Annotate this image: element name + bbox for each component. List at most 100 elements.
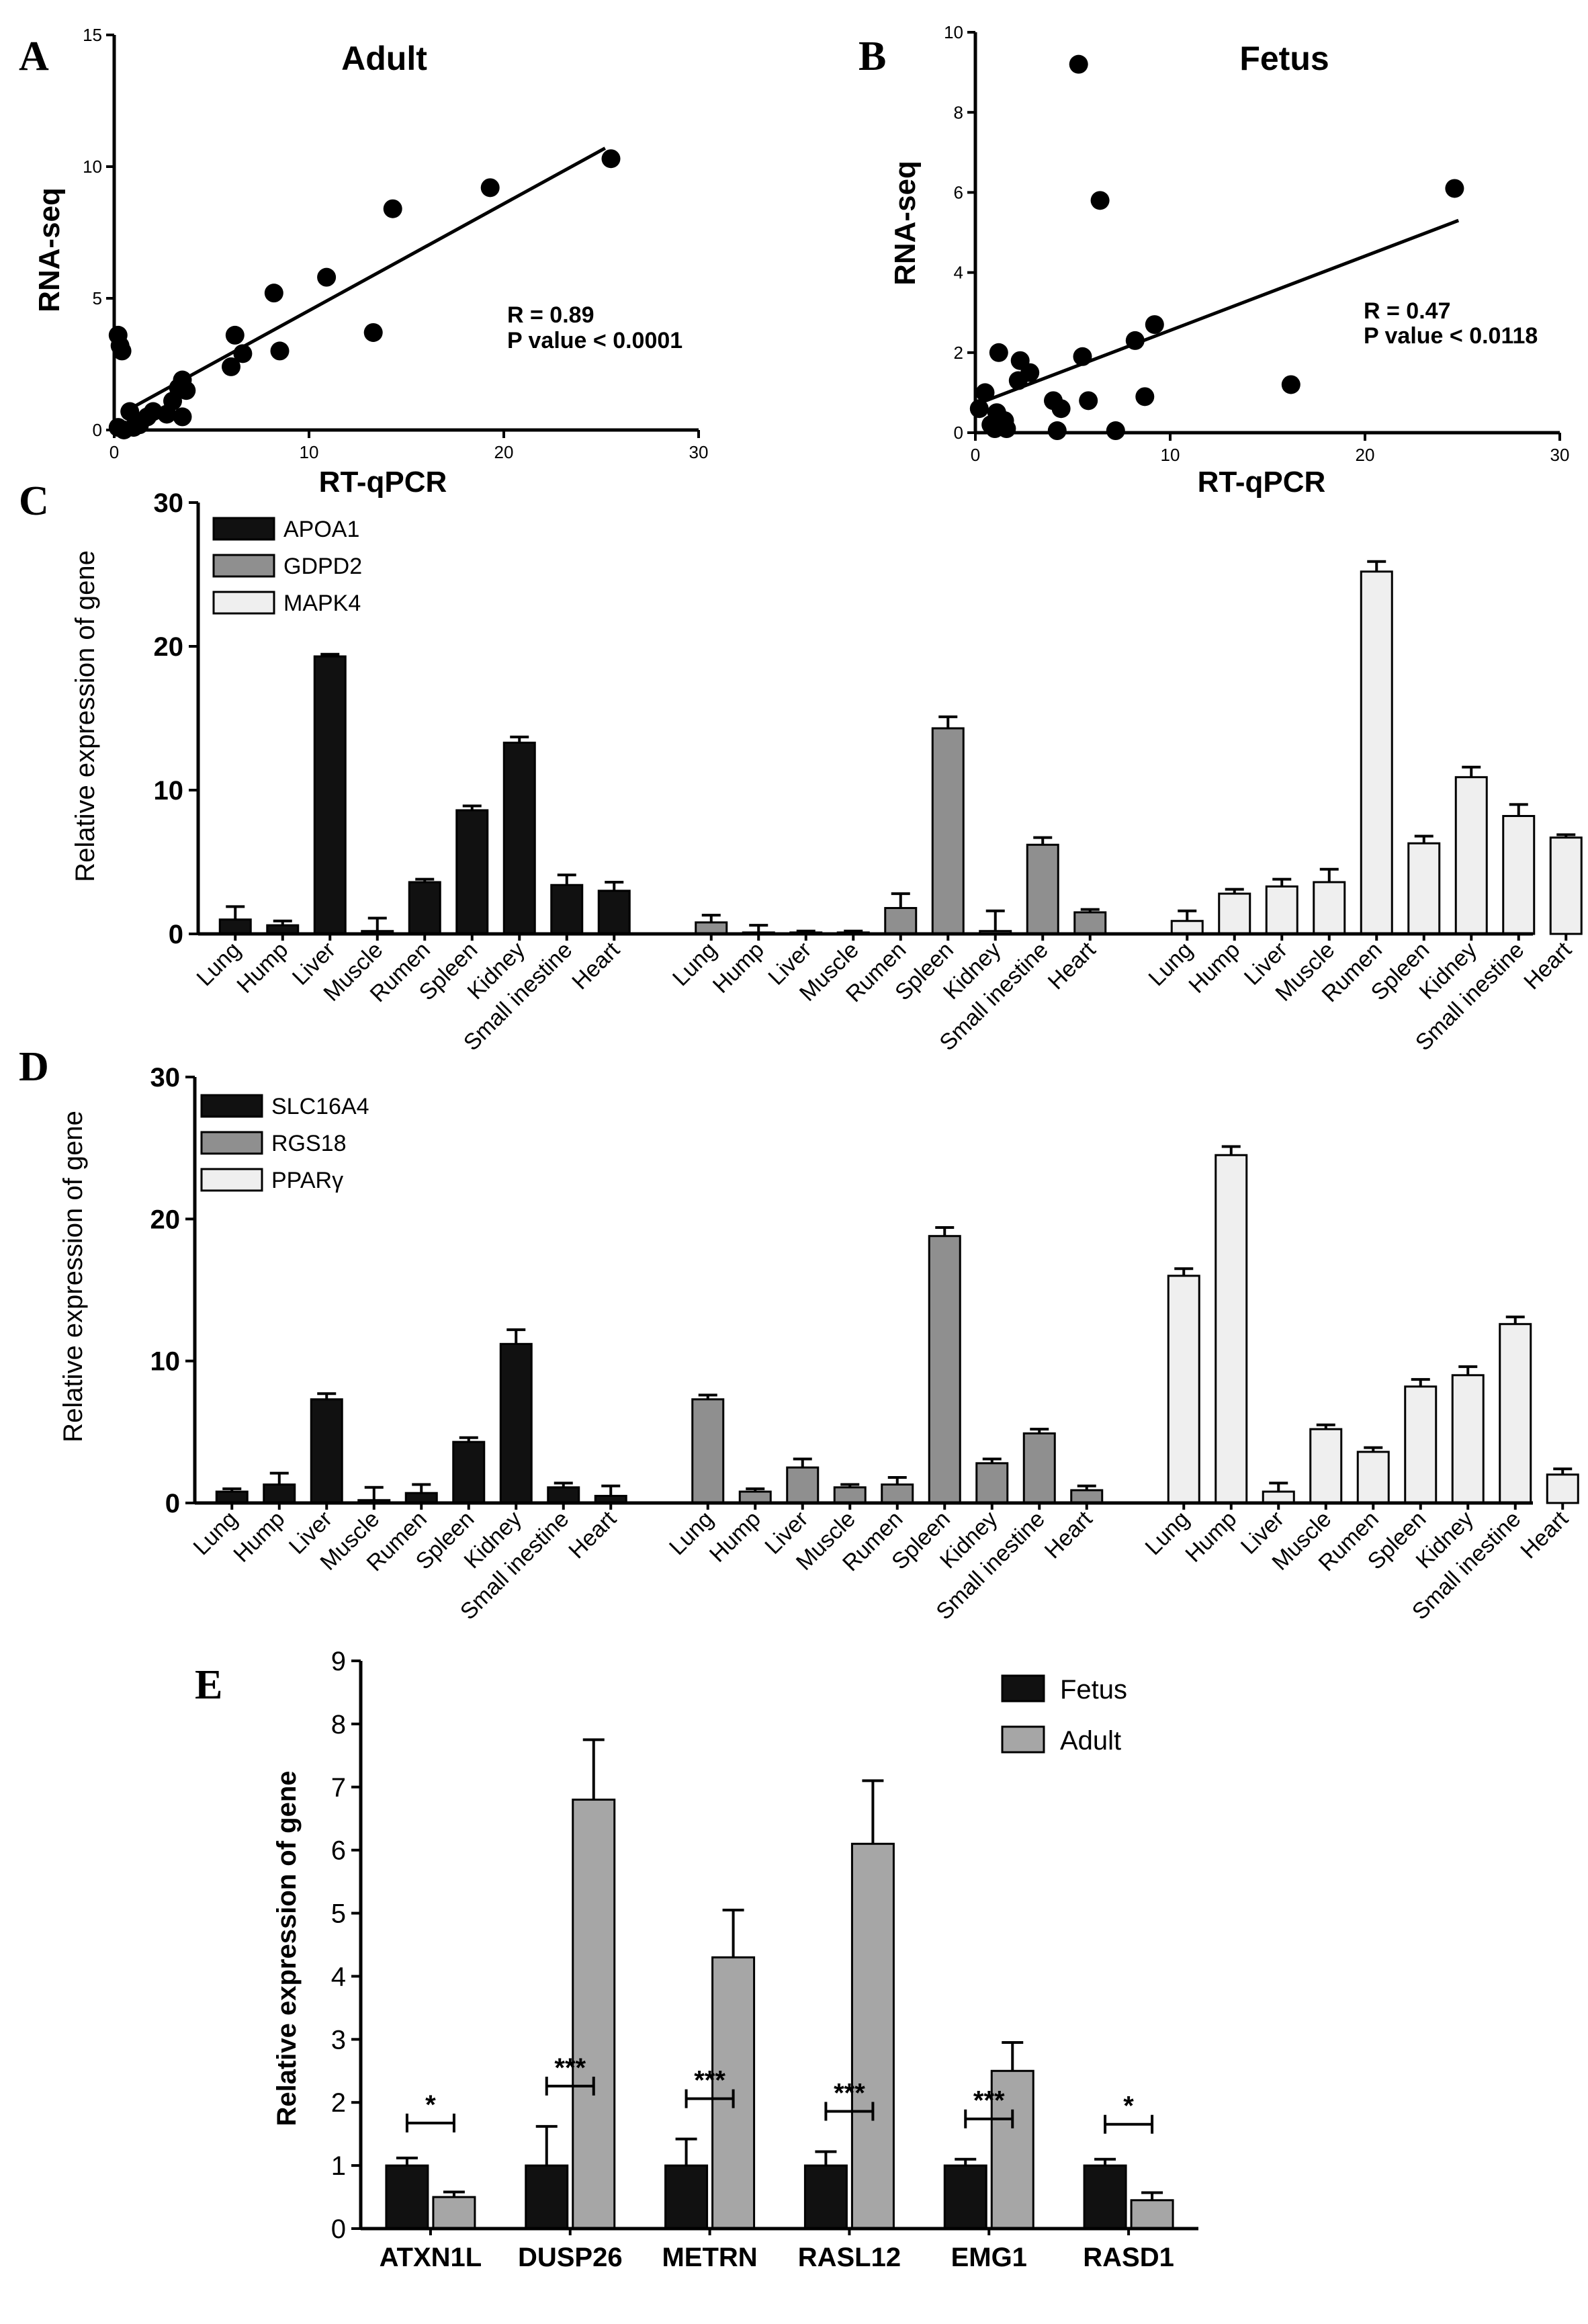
data-point [270,341,290,361]
bar-ppar--muscle [1309,1428,1343,1504]
legend-swatch-apoa1 [212,517,275,541]
data-point [1090,191,1110,210]
y-tick-label: 0 [93,420,102,440]
x-tick-label: Hump [705,1506,766,1567]
legend-label-slc16a4: SLC16A4 [271,1094,369,1119]
bar-apoa1-heart [597,890,631,935]
y-tick-label: 5 [93,288,102,308]
significance-marker: * [425,2090,436,2120]
bar-rgs18-liver [786,1466,820,1504]
x-tick-label: 30 [689,442,709,462]
x-tick-label: 10 [1161,445,1180,465]
bar-mapk4-hump [1218,892,1251,935]
bar-gdpd2-lung [695,921,728,935]
x-tick-label: Hump [1184,937,1245,998]
significance-marker: *** [554,2053,586,2083]
data-point [1069,54,1088,74]
legend-label-fetus: Fetus [1060,1675,1127,1705]
panel-label-B: B [858,34,886,79]
significance-marker: *** [694,2066,725,2096]
bar-fetus-emg1 [943,2164,987,2230]
panel-label-C: C [19,478,49,524]
panel-a-title: Adult [341,40,427,77]
bar-adult-dusp26 [572,1799,616,2230]
bar-ppar--small-inestine [1499,1323,1532,1504]
bar-mapk4-rumen [1360,570,1393,935]
legend-label-gdpd2: GDPD2 [283,554,362,579]
data-point [601,149,621,169]
bar-gdpd2-rumen [884,906,918,935]
regression-line [128,146,607,411]
y-tick-label: 0 [954,423,963,443]
panel-b-title: Fetus [1239,40,1329,77]
y-tick-label: 2 [331,2088,346,2118]
regression-line [975,218,1460,406]
x-tick-label: RASL12 [798,2243,901,2272]
data-point [177,381,196,400]
x-tick-label: METRN [662,2243,757,2272]
y-tick-label: 4 [331,1962,346,1991]
data-point [1106,421,1125,441]
panel-c-y-axis-label: Relative expression of gene [71,550,100,882]
panel-e-y-axis-label: Relative expression of gene [272,1770,302,2126]
bar-mapk4-small-inestine [1502,815,1536,935]
data-point [363,322,383,342]
panel-label-A: A [19,34,49,79]
x-tick-label: Heart [1043,937,1101,994]
y-tick-label: 6 [331,1836,346,1866]
bar-apoa1-spleen [455,809,489,935]
bar-adult-rasd1 [1130,2199,1174,2230]
panel-a-annotation-r: R = 0.89 [507,302,594,328]
bar-panel-e: Relative expression of gene Fetus Adult * A… [272,1647,1198,2272]
y-tick-label: 10 [150,1347,181,1377]
x-tick-label: 0 [971,445,980,465]
bar-ppar--heart [1546,1473,1579,1504]
bar-adult-atxn1l [432,2196,476,2230]
y-tick-label: 0 [169,920,183,949]
bar-slc16a4-hump [263,1483,296,1504]
x-tick-label: DUSP26 [518,2243,623,2272]
bar-mapk4-lung [1170,920,1204,935]
y-tick-label: 30 [150,1063,181,1092]
x-tick-label: 0 [109,442,119,462]
y-tick-label: 7 [331,1773,346,1803]
data-point [112,341,132,361]
bar-fetus-rasd1 [1083,2164,1127,2230]
y-tick-label: 20 [154,632,184,662]
bar-adult-rasl12 [850,1842,895,2230]
x-tick-label: Hump [708,937,769,998]
y-tick-label: 4 [954,263,963,283]
data-point [969,399,989,419]
x-tick-label: Heart [1040,1506,1098,1563]
bar-ppar--spleen [1404,1385,1438,1504]
data-point [1145,315,1164,335]
bar-ppar--hump [1215,1154,1248,1504]
legend-label-rgs18: RGS18 [271,1131,347,1156]
y-tick-label: 3 [331,2025,346,2055]
bar-apoa1-kidney [502,741,536,935]
data-point [975,383,995,402]
bar-slc16a4-spleen [452,1440,486,1504]
panel-b-y-axis-label: RNA-seq [889,161,922,286]
panel-label-D: D [19,1044,49,1090]
legend-swatch-rgs18 [200,1131,263,1155]
legend-swatch-slc16a4 [200,1094,263,1118]
bar-rgs18-rumen [881,1483,914,1504]
data-point [233,344,253,363]
data-point [989,343,1008,362]
x-tick-label: Heart [1519,937,1577,994]
data-point [1135,387,1155,406]
data-point [1047,421,1067,441]
panel-a-y-axis-label: RNA-seq [33,187,66,312]
x-tick-label: 30 [1550,445,1570,465]
bar-mapk4-spleen [1407,842,1441,935]
legend-swatch-ppar- [200,1168,263,1192]
bar-rgs18-lung [691,1398,725,1504]
bar-gdpd2-heart [1073,911,1107,935]
bar-mapk4-liver [1265,885,1298,935]
y-tick-label: 8 [331,1710,346,1739]
y-tick-label: 0 [331,2214,346,2244]
bar-apoa1-liver [313,655,347,935]
x-tick-label: Hump [1180,1506,1241,1567]
panel-d-y-axis-label: Relative expression of gene [58,1111,88,1443]
